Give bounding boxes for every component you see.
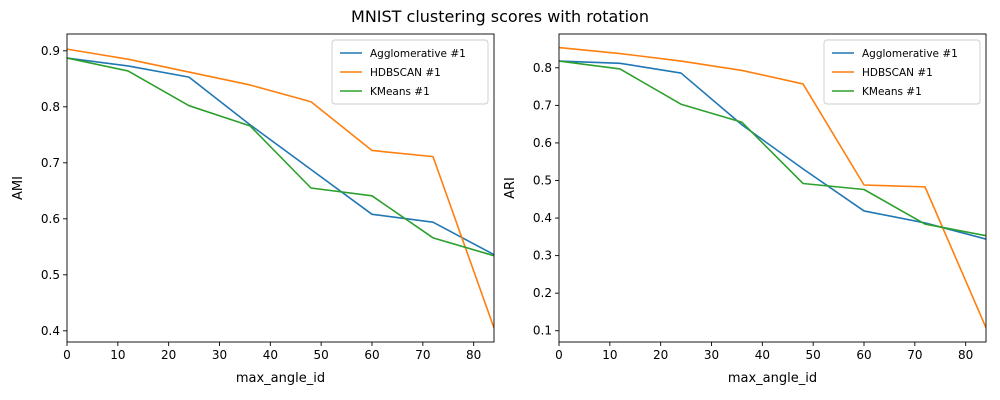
series-line-2 xyxy=(67,57,494,257)
legend: Agglomerative #1 HDBSCAN #1 KMeans #1 xyxy=(823,39,981,105)
series-line-0 xyxy=(559,60,986,240)
x-tick-label: 10 xyxy=(110,348,125,362)
y-tick-label: 0.3 xyxy=(533,249,552,263)
y-tick-label: 0.8 xyxy=(41,100,60,114)
y-axis-label: ARI xyxy=(503,177,518,199)
x-tick-label: 30 xyxy=(704,348,719,362)
y-tick-label: 0.1 xyxy=(533,324,552,338)
ari-chart: 0 10 20 30 40 50 60 70 80 0.1 0.2 0.3 0.4 0.5 0.6 0.7 0.… xyxy=(503,33,987,386)
y-tick-label: 0.6 xyxy=(533,136,552,150)
series-line-0 xyxy=(67,57,494,256)
x-tick-label: 60 xyxy=(364,348,379,362)
legend-box xyxy=(331,39,489,105)
x-tick-label: 50 xyxy=(806,348,821,362)
y-axis-label: AMI xyxy=(11,176,26,200)
y-tick-label: 0.4 xyxy=(41,324,60,338)
y-tick-label: 0.7 xyxy=(533,98,552,112)
legend-label: KMeans #1 xyxy=(370,86,430,98)
legend-box xyxy=(823,39,981,105)
x-tick-label: 80 xyxy=(958,348,973,362)
legend-label: Agglomerative #1 xyxy=(370,48,466,60)
x-tick-label: 10 xyxy=(602,348,617,362)
axes-frame xyxy=(66,33,495,343)
y-tick-label: 0.5 xyxy=(533,173,552,187)
legend-label: Agglomerative #1 xyxy=(862,48,958,60)
ami-chart: 0 10 20 30 40 50 60 70 80 0.4 0.5 0.6 0.7 0.8 0.9 max_a… xyxy=(11,33,495,386)
x-tick-label: 20 xyxy=(653,348,668,362)
y-tick-label: 0.2 xyxy=(533,286,552,300)
x-tick-label: 70 xyxy=(907,348,922,362)
series-group xyxy=(67,48,494,329)
x-tick-label: 50 xyxy=(314,348,329,362)
series-line-1 xyxy=(67,48,494,329)
legend-label: KMeans #1 xyxy=(862,86,922,98)
y-tick-label: 0.8 xyxy=(533,61,552,75)
figure-title: MNIST clustering scores with rotation xyxy=(351,7,649,26)
y-tick-label: 0.5 xyxy=(41,268,60,282)
x-tick-label: 30 xyxy=(212,348,227,362)
x-tick-label: 0 xyxy=(63,348,71,362)
legend-label: HDBSCAN #1 xyxy=(862,67,933,79)
axes-frame xyxy=(558,33,987,343)
y-tick-label: 0.4 xyxy=(533,211,552,225)
x-tick-label: 20 xyxy=(161,348,176,362)
x-tick-label: 70 xyxy=(415,348,430,362)
x-tick-label: 80 xyxy=(466,348,481,362)
y-tick-label: 0.9 xyxy=(41,44,60,58)
y-tick-label: 0.7 xyxy=(41,156,60,170)
legend-label: HDBSCAN #1 xyxy=(370,67,441,79)
series-line-1 xyxy=(559,46,986,329)
series-line-2 xyxy=(559,60,986,237)
x-tick-label: 0 xyxy=(555,348,563,362)
x-tick-label: 40 xyxy=(755,348,770,362)
series-group xyxy=(559,46,986,329)
x-axis-label: max_angle_id xyxy=(236,371,325,386)
x-tick-label: 40 xyxy=(263,348,278,362)
legend: Agglomerative #1 HDBSCAN #1 KMeans #1 xyxy=(331,39,489,105)
x-tick-label: 60 xyxy=(856,348,871,362)
x-axis-label: max_angle_id xyxy=(728,371,817,386)
y-tick-label: 0.6 xyxy=(41,212,60,226)
